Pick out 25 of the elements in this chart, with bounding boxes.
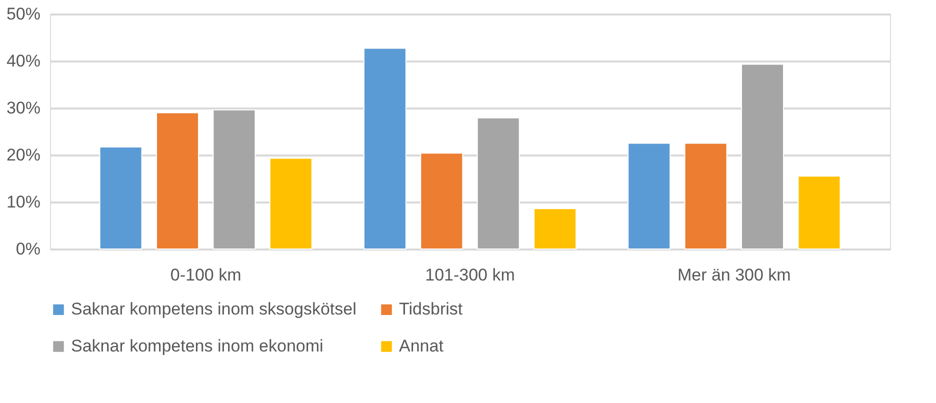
bar <box>628 142 671 250</box>
bar <box>212 109 256 250</box>
bar <box>798 176 841 250</box>
y-tick-label: 10% <box>6 192 40 212</box>
y-tick-label: 20% <box>6 146 40 164</box>
y-tick-label: 40% <box>6 52 40 70</box>
bar <box>741 64 784 250</box>
bar <box>684 142 728 250</box>
bar <box>534 208 577 250</box>
x-tick-label: Mer än 300 km <box>677 266 791 284</box>
y-tick-label: 50% <box>6 4 40 24</box>
legend-label: Annat <box>399 336 444 356</box>
bar <box>269 158 312 250</box>
y-tick-label: 0% <box>16 240 40 258</box>
bar <box>156 112 199 250</box>
legend-label: Saknar kompetens inom ekonomi <box>71 336 324 356</box>
y-tick-label: 30% <box>6 98 40 118</box>
legend-label: Tidsbrist <box>399 300 463 319</box>
bar <box>99 146 142 250</box>
x-tick-label: 0-100 km <box>170 266 242 284</box>
legend-label: Saknar kompetens inom sksogskötsel <box>71 300 356 319</box>
bar <box>363 48 406 250</box>
bar <box>476 117 520 250</box>
x-tick-label: 101-300 km <box>425 266 515 284</box>
bar <box>420 152 464 250</box>
